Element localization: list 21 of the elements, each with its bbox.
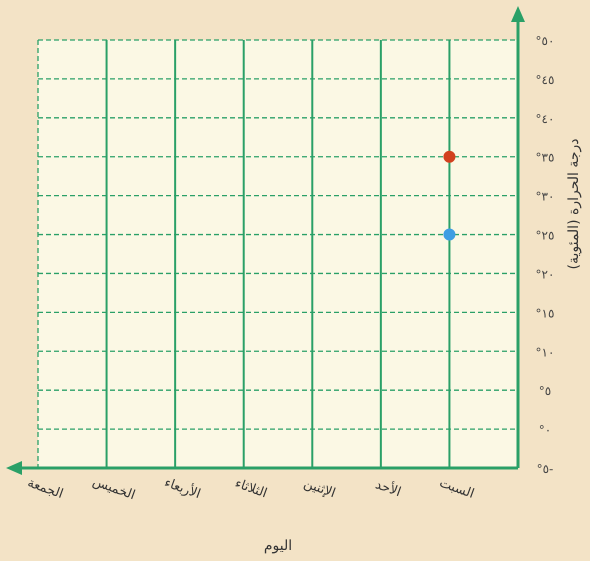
x-tick-label: الأحد bbox=[373, 475, 404, 500]
x-tick-label: الجمعة bbox=[25, 475, 66, 502]
y-tick-label: ٢٥° bbox=[536, 228, 554, 243]
y-tick-label: ١٠° bbox=[536, 345, 554, 360]
x-tick-label: السبت bbox=[437, 476, 476, 502]
y-axis-title: درجة الحرارة (المئوية) bbox=[566, 138, 582, 270]
x-tick-label: الخميس bbox=[90, 474, 137, 504]
x-tick-label: الأربعاء bbox=[162, 473, 204, 502]
y-tick-label: ٥٠° bbox=[536, 34, 554, 48]
y-tick-label: ٣٠° bbox=[536, 190, 554, 204]
y-tick-label: ٣٥° bbox=[536, 150, 554, 165]
y-tick-label: ١٥° bbox=[536, 306, 554, 320]
y-tick-label: -٥° bbox=[536, 462, 554, 476]
x-tick-label: الثلاثاء bbox=[232, 476, 269, 502]
x-tick-label: الإثنين bbox=[302, 476, 338, 502]
y-tick-label: ٤٥° bbox=[536, 72, 554, 87]
y-tick-label: ٥° bbox=[538, 384, 552, 398]
y-tick-label: ٢٠° bbox=[536, 267, 554, 282]
x-axis-title: اليوم bbox=[264, 538, 292, 554]
y-tick-label: ٤٠° bbox=[536, 112, 554, 126]
y-tick-label: ٠° bbox=[538, 423, 552, 438]
